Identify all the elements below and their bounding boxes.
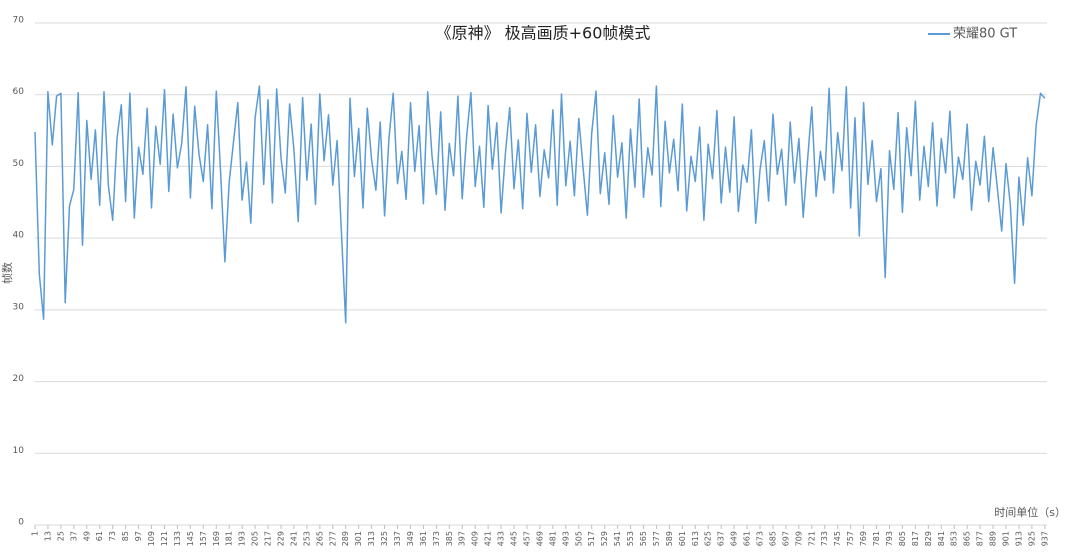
x-tick-label: 709 bbox=[794, 531, 803, 546]
x-tick-label: 97 bbox=[134, 531, 143, 541]
x-tick-label: 781 bbox=[872, 531, 881, 546]
x-tick-label: 901 bbox=[1002, 531, 1011, 546]
x-tick-label: 925 bbox=[1027, 531, 1036, 546]
x-tick-label: 193 bbox=[238, 531, 247, 546]
y-tick-label: 60 bbox=[13, 87, 25, 97]
x-tick-label: 373 bbox=[432, 531, 441, 546]
x-tick-label: 37 bbox=[69, 531, 78, 541]
x-tick-label: 553 bbox=[626, 531, 635, 546]
x-tick-label: 733 bbox=[820, 531, 829, 546]
x-tick-label: 745 bbox=[833, 531, 842, 546]
x-tick-label: 397 bbox=[458, 531, 467, 546]
x-tick-label: 157 bbox=[199, 531, 208, 546]
chart-title: 《原神》 极高画质+60帧模式 bbox=[436, 24, 651, 43]
x-tick-label: 625 bbox=[704, 531, 713, 546]
x-tick-label: 325 bbox=[380, 531, 389, 546]
x-tick-label: 601 bbox=[678, 531, 687, 546]
series-line bbox=[34, 85, 1046, 324]
x-tick-label: 145 bbox=[186, 531, 195, 546]
x-tick-label: 85 bbox=[121, 531, 130, 541]
x-tick-label: 433 bbox=[497, 531, 506, 546]
x-tick-label: 853 bbox=[950, 531, 959, 546]
x-tick-label: 541 bbox=[613, 531, 622, 546]
x-tick-label: 277 bbox=[328, 531, 337, 546]
y-tick-label: 30 bbox=[13, 302, 25, 312]
x-tick-label: 805 bbox=[898, 531, 907, 546]
x-tick-label: 169 bbox=[212, 531, 221, 546]
x-axis-label: 时间单位（s） bbox=[994, 505, 1066, 519]
x-tick-label: 721 bbox=[807, 531, 816, 546]
x-tick-label: 301 bbox=[354, 531, 363, 546]
x-tick-label: 481 bbox=[548, 531, 557, 546]
x-tick-label: 217 bbox=[264, 531, 273, 546]
x-tick-label: 73 bbox=[108, 531, 117, 541]
x-tick-label: 25 bbox=[56, 531, 65, 541]
y-tick-label: 70 bbox=[13, 16, 25, 26]
x-tick-label: 913 bbox=[1014, 531, 1023, 546]
x-tick-label: 829 bbox=[924, 531, 933, 546]
x-tick-label: 937 bbox=[1040, 531, 1049, 546]
x-tick-label: 613 bbox=[691, 531, 700, 546]
x-tick-label: 13 bbox=[43, 531, 52, 541]
x-tick-label: 565 bbox=[639, 531, 648, 546]
x-tick-label: 637 bbox=[717, 531, 726, 546]
x-tick-label: 61 bbox=[95, 531, 104, 541]
x-tick-label: 505 bbox=[574, 531, 583, 546]
x-tick-label: 517 bbox=[587, 531, 596, 546]
x-tick-label: 793 bbox=[885, 531, 894, 546]
x-tick-label: 469 bbox=[535, 531, 544, 546]
legend-label: 荣耀80 GT bbox=[953, 27, 1017, 42]
x-tick-label: 445 bbox=[510, 531, 519, 546]
x-tick-label: 49 bbox=[82, 531, 91, 541]
x-tick-label: 361 bbox=[419, 531, 428, 546]
x-tick-label: 409 bbox=[471, 531, 480, 546]
y-tick-label: 0 bbox=[18, 518, 24, 528]
x-tick-label: 253 bbox=[302, 531, 311, 546]
x-tick-label: 661 bbox=[743, 531, 752, 546]
x-tick-label: 289 bbox=[341, 531, 350, 546]
y-tick-label: 10 bbox=[13, 446, 25, 456]
x-tick-label: 421 bbox=[484, 531, 493, 546]
x-tick-label: 817 bbox=[911, 531, 920, 546]
x-tick-label: 865 bbox=[963, 531, 972, 546]
x-tick-label: 577 bbox=[652, 531, 661, 546]
x-tick-label: 181 bbox=[225, 531, 234, 546]
x-tick-label: 457 bbox=[522, 531, 531, 546]
x-tick-label: 529 bbox=[600, 531, 609, 546]
x-tick-label: 697 bbox=[781, 531, 790, 546]
x-tick-label: 313 bbox=[367, 531, 376, 546]
x-tick-label: 241 bbox=[289, 531, 298, 546]
x-tick-label: 589 bbox=[665, 531, 674, 546]
x-tick-label: 877 bbox=[976, 531, 985, 546]
x-tick-label: 133 bbox=[173, 531, 182, 546]
x-tick-label: 757 bbox=[846, 531, 855, 546]
x-tick-label: 649 bbox=[730, 531, 739, 546]
x-tick-label: 841 bbox=[937, 531, 946, 546]
x-tick-label: 205 bbox=[251, 531, 260, 546]
y-tick-label: 50 bbox=[13, 159, 25, 169]
x-tick-label: 493 bbox=[561, 531, 570, 546]
x-tick-label: 889 bbox=[989, 531, 998, 546]
x-tick-label: 385 bbox=[445, 531, 454, 546]
y-tick-label: 40 bbox=[13, 231, 25, 241]
x-tick-label: 229 bbox=[276, 531, 285, 546]
x-tick-label: 769 bbox=[859, 531, 868, 546]
x-tick-label: 337 bbox=[393, 531, 402, 546]
x-tick-label: 685 bbox=[768, 531, 777, 546]
x-tick-label: 673 bbox=[756, 531, 765, 546]
x-tick-label: 109 bbox=[147, 531, 156, 546]
x-tick-label: 121 bbox=[160, 531, 169, 546]
x-tick-label: 349 bbox=[406, 531, 415, 546]
y-axis-label: 帧数 bbox=[0, 262, 14, 284]
x-tick-label: 1 bbox=[31, 531, 40, 536]
x-tick-label: 265 bbox=[315, 531, 324, 546]
y-tick-label: 20 bbox=[13, 374, 25, 384]
